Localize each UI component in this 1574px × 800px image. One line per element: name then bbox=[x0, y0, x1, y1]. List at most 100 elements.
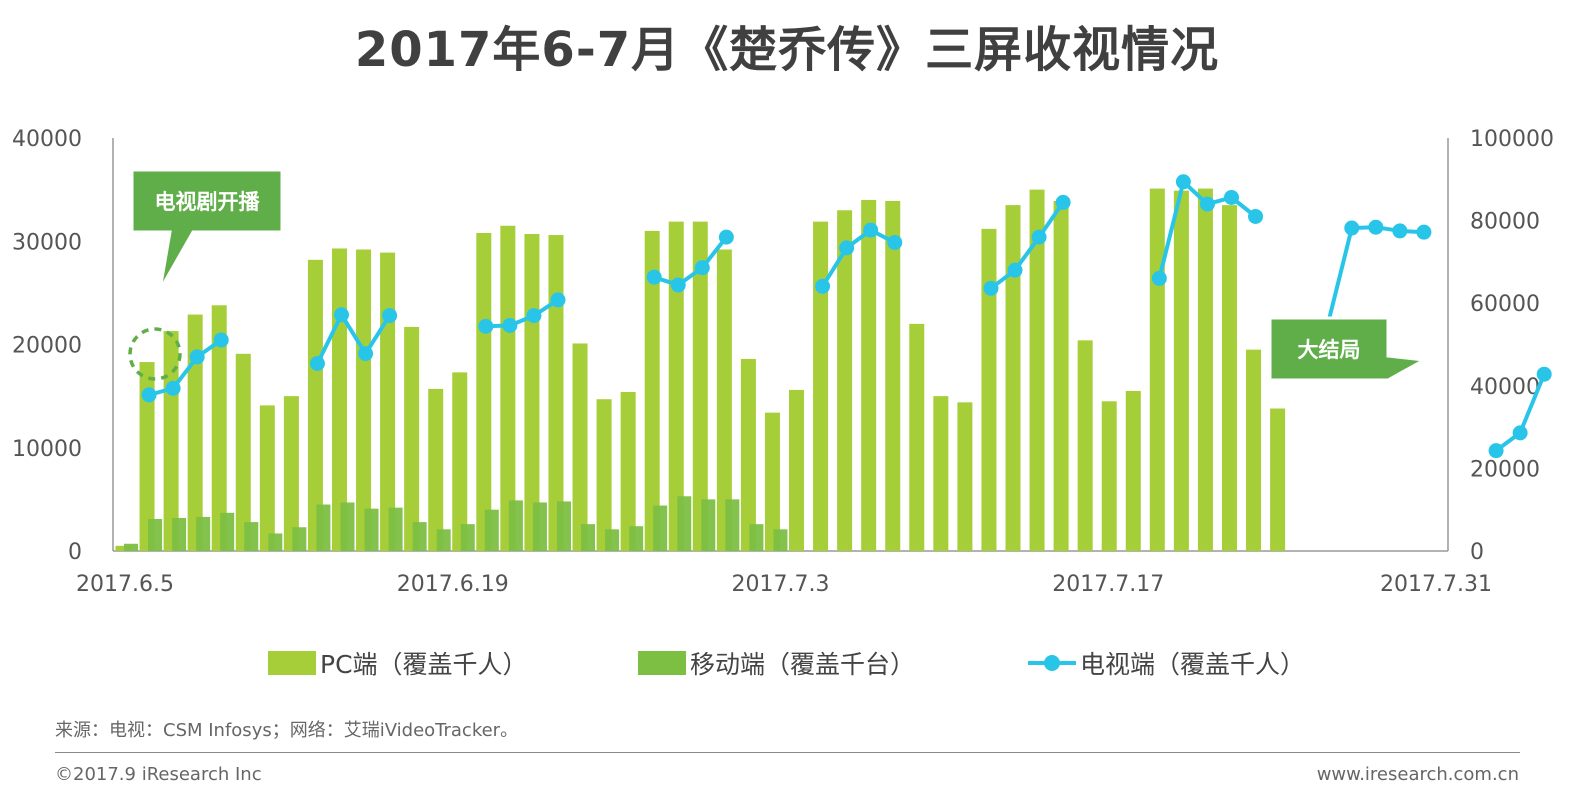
chart-svg: 0 10000 20000 30000 40000 0 20000 40000 60000 800… bbox=[12, 127, 1554, 597]
callout-finale-label: 大结局 bbox=[1298, 338, 1361, 362]
pc-bar bbox=[235, 353, 251, 551]
tv-point bbox=[1223, 189, 1239, 205]
pc-bar bbox=[1221, 205, 1237, 552]
pc-bar bbox=[452, 372, 468, 551]
pc-bar bbox=[380, 252, 396, 552]
tv-point bbox=[863, 222, 879, 238]
callout-premiere-bubble bbox=[130, 168, 284, 291]
callout-finale-bubble bbox=[1268, 316, 1429, 382]
pc-bar bbox=[1029, 189, 1045, 551]
pc-bar bbox=[307, 259, 323, 551]
legend-item-pc: PC端（覆盖千人） bbox=[268, 640, 528, 686]
legend-label-mobile: 移动端（覆盖千台） bbox=[690, 650, 916, 679]
legend-label-pc: PC端（覆盖千人） bbox=[320, 650, 528, 679]
premiere-marker-icon bbox=[128, 327, 182, 381]
y-left-tick-label: 0 bbox=[68, 540, 82, 565]
mobile-bar bbox=[532, 502, 547, 551]
mobile-bar bbox=[172, 517, 187, 551]
pc-bar bbox=[259, 405, 275, 551]
tv-point bbox=[213, 332, 229, 348]
y-right-tick-label: 100000 bbox=[1470, 127, 1554, 152]
tv-point bbox=[1536, 366, 1552, 382]
pc-bar bbox=[764, 412, 780, 551]
mobile-bars bbox=[124, 496, 788, 551]
tv-point bbox=[1199, 196, 1215, 212]
callout-premiere-label: 电视剧开播 bbox=[155, 190, 261, 214]
mobile-bar bbox=[220, 512, 235, 551]
mobile-bar bbox=[725, 499, 740, 551]
mobile-bar bbox=[124, 543, 138, 551]
tv-point bbox=[1368, 219, 1384, 235]
pc-bar bbox=[139, 362, 155, 551]
tv-point bbox=[718, 229, 734, 245]
y-right-tick-label: 20000 bbox=[1470, 457, 1540, 482]
tv-point bbox=[983, 280, 999, 296]
tv-line-segment bbox=[148, 338, 223, 397]
pc-bar bbox=[500, 225, 516, 551]
mobile-bar bbox=[773, 529, 788, 551]
pc-bar bbox=[957, 402, 973, 551]
pc-bar bbox=[1149, 188, 1165, 551]
pc-bar bbox=[115, 545, 131, 551]
tv-point bbox=[1175, 174, 1191, 190]
tv-point bbox=[839, 240, 855, 256]
copyright: ©2017.9 iResearch Inc bbox=[55, 764, 262, 785]
mobile-bar bbox=[340, 502, 355, 551]
tv-line-segment bbox=[989, 201, 1065, 290]
pc-bar bbox=[428, 388, 444, 551]
tv-point bbox=[1416, 224, 1432, 240]
tv-point bbox=[358, 346, 374, 362]
tv-point bbox=[189, 349, 205, 365]
legend: PC端（覆盖千人） 移动端（覆盖千台） 电视端（覆盖千人） bbox=[0, 640, 1574, 686]
mobile-bar bbox=[605, 529, 620, 551]
tv-point bbox=[382, 308, 398, 324]
tv-line-segment bbox=[485, 298, 560, 329]
tv-point bbox=[1344, 220, 1360, 236]
source-note: 来源：电视：CSM Infosys；网络：艾瑞iVideoTracker。 bbox=[55, 720, 519, 741]
y-right-tick-label: 60000 bbox=[1470, 292, 1540, 317]
pc-bar bbox=[1077, 340, 1093, 551]
pc-bar bbox=[740, 358, 756, 551]
tv-point bbox=[1512, 425, 1528, 441]
tv-point bbox=[1248, 208, 1264, 224]
mobile-bar bbox=[436, 529, 451, 551]
mobile-bar bbox=[244, 522, 259, 551]
pc-bar bbox=[283, 396, 299, 551]
pc-bars bbox=[115, 188, 1286, 552]
pc-bar bbox=[548, 235, 564, 551]
tv-point bbox=[670, 277, 686, 293]
pc-bar bbox=[572, 343, 588, 551]
website: www.iresearch.com.cn bbox=[1316, 764, 1519, 785]
footer-divider bbox=[55, 752, 1520, 753]
pc-bar bbox=[813, 221, 829, 551]
legend-swatch-mobile bbox=[638, 651, 686, 675]
tv-point bbox=[694, 260, 710, 276]
mobile-bar bbox=[292, 527, 307, 551]
tv-point bbox=[1151, 270, 1167, 286]
tv-lines bbox=[141, 174, 1552, 459]
tv-line-segment bbox=[315, 310, 392, 365]
pc-bar bbox=[668, 221, 684, 551]
tv-line-segment bbox=[653, 235, 728, 288]
x-tick-label: 2017.7.3 bbox=[732, 572, 830, 597]
y-left-tick-label: 40000 bbox=[12, 127, 82, 152]
y-left-tick-label: 10000 bbox=[12, 437, 82, 462]
tv-point bbox=[333, 307, 349, 323]
legend-swatch-tv bbox=[1028, 651, 1076, 675]
pc-bar bbox=[620, 391, 636, 551]
y-right-tick-label: 40000 bbox=[1470, 375, 1540, 400]
pc-bar bbox=[692, 221, 708, 551]
tv-line-segment bbox=[1325, 225, 1425, 326]
mobile-bar bbox=[388, 507, 403, 551]
pc-bar bbox=[404, 326, 420, 551]
tv-point bbox=[1055, 194, 1071, 210]
pc-bar bbox=[981, 228, 997, 552]
mobile-bar bbox=[268, 533, 283, 551]
tv-point bbox=[165, 380, 181, 396]
tv-point bbox=[646, 269, 662, 285]
pc-bar bbox=[1246, 349, 1262, 551]
x-tick-label: 2017.6.19 bbox=[397, 572, 509, 597]
pc-bar bbox=[1197, 188, 1213, 551]
legend-item-tv: 电视端（覆盖千人） bbox=[1028, 640, 1305, 686]
pc-bar bbox=[476, 232, 492, 552]
